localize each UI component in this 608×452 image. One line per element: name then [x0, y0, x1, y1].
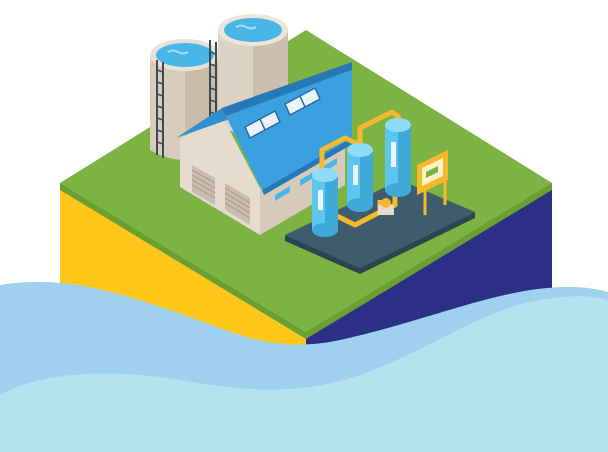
valve-icon — [378, 198, 394, 215]
filter-vessel-icon — [312, 118, 411, 237]
treatment-platform — [285, 180, 475, 268]
platform-edge — [285, 212, 475, 274]
control-panel-icon — [417, 150, 448, 215]
water-wave-front — [0, 296, 608, 452]
